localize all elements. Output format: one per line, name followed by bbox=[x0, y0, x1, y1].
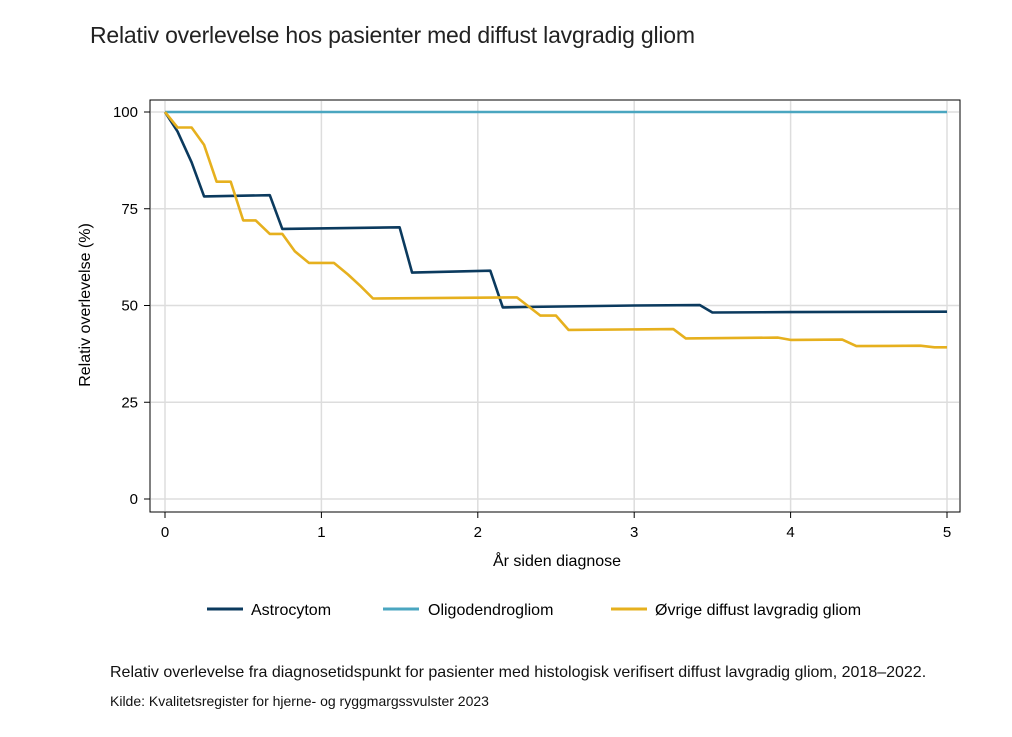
x-tick-label: 1 bbox=[317, 524, 325, 541]
y-tick-label: 25 bbox=[121, 394, 138, 411]
x-tick-label: 4 bbox=[786, 524, 794, 541]
y-tick-label: 75 bbox=[121, 201, 138, 218]
legend-label-3: Øvrige diffust lavgradig gliom bbox=[655, 602, 861, 619]
x-tick-label: 0 bbox=[161, 524, 169, 541]
x-tick-label: 3 bbox=[630, 524, 638, 541]
y-tick-label: 50 bbox=[121, 298, 138, 315]
y-axis-title: Relativ overlevelse (%) bbox=[77, 223, 94, 387]
x-axis-title: År siden diagnose bbox=[493, 551, 621, 570]
y-tick-label: 0 bbox=[130, 491, 138, 508]
x-tick-label: 2 bbox=[474, 524, 482, 541]
figure-source: Kilde: Kvalitetsregister for hjerne- og … bbox=[110, 693, 489, 709]
series-lines bbox=[163, 110, 948, 349]
legend-label-1: Astrocytom bbox=[251, 602, 331, 619]
figure-caption: Relativ overlevelse fra diagnosetidspunk… bbox=[110, 664, 927, 681]
chart-title: Relativ overlevelse hos pasienter med di… bbox=[90, 22, 695, 48]
x-tick-label: 5 bbox=[943, 524, 951, 541]
y-tick-label: 100 bbox=[113, 104, 138, 121]
legend: Astrocytom Oligodendrogliom Øvrige diffust… bbox=[207, 602, 861, 619]
series-line-3 bbox=[163, 111, 947, 349]
series-line-1 bbox=[163, 111, 948, 314]
axes bbox=[144, 99, 961, 518]
legend-label-2: Oligodendrogliom bbox=[428, 602, 553, 619]
